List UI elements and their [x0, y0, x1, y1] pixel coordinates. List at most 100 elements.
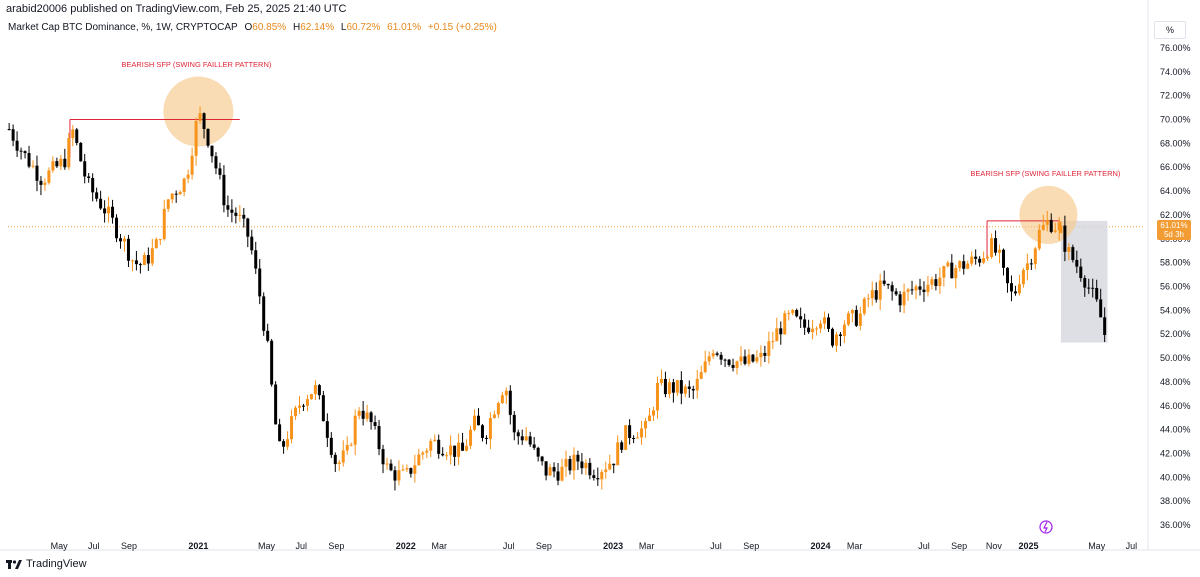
y-tick-label: 46.00%	[1160, 401, 1191, 411]
candle-body	[560, 466, 564, 481]
candle-body	[425, 450, 429, 453]
candle-body	[115, 217, 119, 239]
candle-body	[994, 238, 998, 253]
candle-body	[1005, 267, 1009, 284]
candle-body	[751, 354, 755, 362]
candle-body	[870, 290, 874, 299]
y-tick-label: 42.00%	[1160, 449, 1191, 459]
chart-legend: Market Cap BTC Dominance, %, 1W, CRYPTOC…	[8, 22, 501, 33]
candle-body	[695, 378, 699, 391]
candle-body	[294, 407, 298, 417]
candle-body	[301, 405, 305, 407]
y-tick-label: 36.00%	[1160, 520, 1191, 530]
candle-body	[1021, 269, 1025, 285]
candle-body	[313, 385, 317, 395]
axis-unit-button[interactable]: %	[1154, 21, 1186, 39]
candle-body	[1025, 263, 1029, 270]
candle-body	[854, 309, 858, 326]
candle-body	[47, 170, 51, 183]
candle-body	[711, 353, 715, 357]
bar-countdown: 5d 3h	[1163, 230, 1185, 239]
candle-body	[278, 424, 282, 442]
candle-body	[632, 437, 636, 439]
candle-body	[707, 356, 711, 362]
candle-body	[922, 289, 926, 292]
candle-body	[270, 340, 274, 385]
candle-body	[433, 439, 437, 441]
candle-body	[138, 264, 142, 266]
x-tick-label: Mar	[847, 541, 863, 551]
candle-body	[461, 442, 465, 451]
candle-body	[405, 468, 409, 470]
y-tick-label: 70.00%	[1160, 115, 1191, 125]
candle-body	[564, 459, 568, 467]
y-tick-label: 44.00%	[1160, 425, 1191, 435]
candle-body	[409, 468, 413, 474]
candle-body	[862, 298, 866, 314]
candle-body	[827, 317, 831, 329]
candle-body	[242, 214, 246, 219]
footer: TradingView	[6, 558, 87, 570]
candle-body	[262, 296, 266, 331]
candle-body	[640, 428, 644, 438]
candle-body	[365, 412, 369, 419]
candle-body	[11, 129, 15, 141]
left-sfp-label: BEARISH SFP (SWING FAILLER PATTERN)	[121, 60, 272, 69]
candle-body	[357, 410, 361, 416]
candle-body	[250, 236, 254, 251]
candle-body	[99, 198, 103, 209]
candle-body	[353, 415, 357, 445]
published-header: arabid20006 published on TradingView.com…	[6, 3, 347, 15]
candle-body	[1063, 225, 1067, 252]
candle-body	[453, 445, 457, 457]
y-tick-label: 62.00%	[1160, 210, 1191, 220]
candle-body	[739, 356, 743, 362]
candle-body	[182, 178, 186, 193]
y-tick-label: 40.00%	[1160, 472, 1191, 482]
candle-body	[568, 459, 572, 471]
candle-body	[990, 238, 994, 257]
candle-body	[317, 385, 321, 396]
y-tick-label: 72.00%	[1160, 91, 1191, 101]
y-tick-label: 68.00%	[1160, 138, 1191, 148]
candle-body	[552, 467, 556, 472]
candle-body	[1059, 225, 1063, 233]
candle-body	[715, 353, 719, 355]
y-tick-label: 52.00%	[1160, 329, 1191, 339]
legend-close: 61.01%	[387, 22, 422, 33]
y-tick-label: 58.00%	[1160, 258, 1191, 268]
candle-body	[445, 455, 449, 457]
candle-body	[679, 380, 683, 394]
candle-body	[950, 262, 954, 279]
candle-body	[882, 280, 886, 284]
candle-body	[811, 328, 815, 333]
candle-body	[369, 412, 373, 423]
candle-body	[667, 382, 671, 395]
candle-body	[393, 470, 397, 481]
candle-body	[823, 317, 827, 324]
candle-body	[548, 467, 552, 476]
candle-body	[954, 268, 958, 279]
candle-body	[126, 238, 130, 261]
candle-body	[55, 161, 59, 167]
candle-body	[111, 206, 115, 218]
candle-body	[130, 260, 134, 262]
candle-body	[87, 176, 91, 179]
candle-body	[51, 161, 55, 171]
x-tick-label: Jul	[503, 541, 515, 551]
candle-body	[596, 478, 600, 480]
candle-body	[556, 471, 560, 481]
candle-body	[43, 182, 47, 185]
candle-body	[329, 437, 333, 455]
x-tick-label: 2024	[811, 541, 831, 551]
candle-body	[612, 463, 616, 466]
tradingview-logo-icon	[6, 560, 22, 569]
candle-body	[421, 452, 425, 455]
candle-body	[469, 429, 473, 446]
x-tick-label: Jul	[918, 541, 930, 551]
candle-body	[938, 277, 942, 287]
lightning-bolt-icon	[1043, 521, 1048, 533]
candle-body	[807, 327, 811, 333]
candle-body	[15, 140, 19, 151]
